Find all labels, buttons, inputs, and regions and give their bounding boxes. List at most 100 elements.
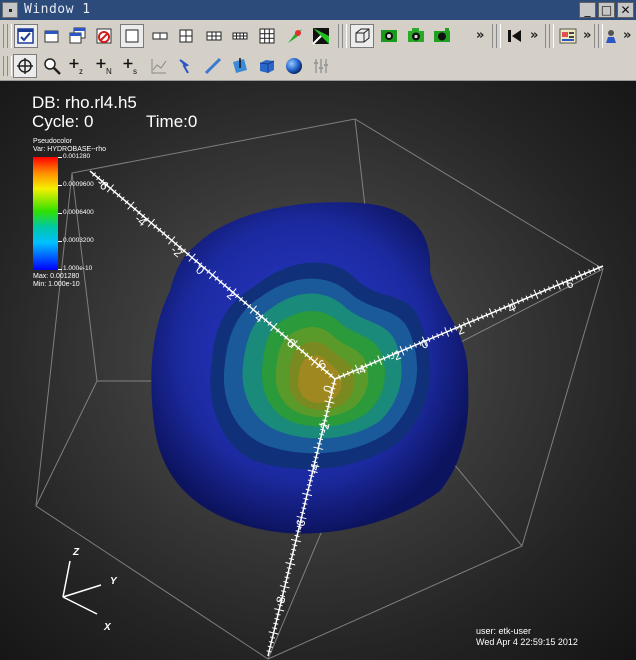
- legend-min: Min: 1.000e-10: [33, 281, 80, 288]
- axis-tick-mark: [266, 650, 272, 653]
- scene-svg: -6 -4 -2 0 2 4 6 6 4 2 0 -2 -4 -6 0 -2 -…: [35, 118, 604, 660]
- axis-tick-mark: [427, 336, 431, 342]
- camera-snapshot-icon[interactable]: [430, 24, 454, 48]
- axis-tick-mark: [521, 297, 525, 303]
- window-titlebar: Window 1 _ □ ✕: [0, 0, 636, 21]
- axis-tick-mark: [313, 446, 324, 450]
- axis-tick-mark: [328, 373, 333, 378]
- axis-tick-mark: [292, 544, 298, 547]
- axis-tick-mark: [284, 576, 290, 579]
- axis-tick-mark: [157, 227, 162, 233]
- camera-recall-icon[interactable]: [377, 24, 401, 48]
- axis-tick-mark: [396, 350, 399, 356]
- axis-tick-mark: [188, 253, 196, 262]
- axis-tick-mark: [324, 410, 330, 413]
- toolbar-overflow-chevron[interactable]: »: [476, 28, 485, 43]
- toolbar-overflow-chevron[interactable]: »: [583, 28, 592, 43]
- axis-tick-mark: [285, 571, 291, 574]
- axis-tick-mark: [312, 461, 318, 464]
- axis-tick-mark: [206, 269, 211, 274]
- zone-pick-icon[interactable]: z: [66, 54, 90, 78]
- axis-tick-mark: [226, 286, 231, 292]
- axis-tick-mark: [274, 617, 280, 621]
- layout-2x2-icon[interactable]: [174, 24, 198, 48]
- axis-tick-label: 2: [455, 322, 467, 338]
- pick-arrow-icon[interactable]: [174, 54, 198, 78]
- axis-tick-mark: [369, 361, 373, 367]
- triad-x-label: X: [104, 622, 111, 633]
- axis-tick-mark: [318, 423, 329, 427]
- plot-list-icon[interactable]: [556, 24, 580, 48]
- pick-icon[interactable]: [283, 24, 307, 48]
- clone-window-icon[interactable]: [66, 24, 90, 48]
- toolbar-grip[interactable]: [342, 24, 347, 48]
- axis-tick-mark: [100, 179, 105, 184]
- toolbar-grip[interactable]: [549, 24, 554, 48]
- zoom-icon[interactable]: [40, 54, 64, 78]
- maximize-button[interactable]: □: [598, 2, 615, 18]
- minimize-button[interactable]: _: [579, 2, 596, 18]
- axis-tick-mark: [243, 300, 248, 305]
- lock-view-icon[interactable]: [599, 24, 623, 48]
- axis-tick-mark: [338, 374, 341, 380]
- axis-tick-mark: [305, 488, 311, 491]
- layout-3x3-icon[interactable]: [255, 24, 279, 48]
- camera-save-icon[interactable]: [404, 24, 428, 48]
- active-window-icon[interactable]: [14, 24, 38, 48]
- node-pick-icon[interactable]: N: [93, 54, 117, 78]
- axis-tick-mark: [301, 507, 307, 510]
- toolbar-grip[interactable]: [7, 56, 12, 76]
- axis-tick-mark: [317, 437, 324, 441]
- axis-tick-mark: [325, 405, 331, 408]
- axis-tick-mark: [597, 265, 600, 271]
- navigate-icon[interactable]: [13, 54, 37, 78]
- layout-1x2-icon[interactable]: [148, 24, 172, 48]
- date-label: Wed Apr 4 22:59:15 2012: [476, 637, 578, 647]
- axis-tick-mark: [552, 284, 556, 290]
- box-tool-icon[interactable]: [255, 54, 279, 78]
- sphere-tool-icon[interactable]: [282, 54, 306, 78]
- animation-back-icon[interactable]: [503, 24, 527, 48]
- close-button[interactable]: ✕: [617, 2, 634, 18]
- delete-window-icon[interactable]: [92, 24, 116, 48]
- toolbar-grip[interactable]: [598, 24, 603, 48]
- toolbar-overflow-chevron[interactable]: »: [530, 28, 539, 43]
- axis-tick-mark: [373, 359, 377, 365]
- window-menu-button[interactable]: [2, 2, 18, 18]
- layout-2x3-icon[interactable]: [202, 24, 226, 48]
- axis-tick-mark: [302, 502, 308, 505]
- axis-tick-mark: [488, 308, 494, 318]
- lineout-tool-icon[interactable]: [201, 54, 225, 78]
- time-label: Time:0: [146, 112, 198, 131]
- axis-tick-mark: [547, 286, 551, 292]
- layout-2x4-icon[interactable]: [228, 24, 252, 48]
- axis-tick-mark: [570, 276, 574, 282]
- axis-tick-mark: [194, 258, 199, 264]
- axis-tick-mark: [290, 538, 301, 543]
- toolbar-grip[interactable]: [7, 24, 12, 48]
- lineout-icon[interactable]: [309, 24, 333, 48]
- axis-tick-mark: [141, 213, 146, 219]
- axis-tick-mark: [382, 355, 386, 361]
- axis-tick-mark: [421, 336, 427, 347]
- axis-tick-mark: [588, 269, 592, 275]
- toolbar-grip[interactable]: [496, 24, 501, 48]
- layout-1x1-icon[interactable]: [120, 24, 144, 48]
- spreadsheet-pick-icon[interactable]: s: [120, 54, 144, 78]
- toolbar-overflow-chevron[interactable]: »: [623, 28, 632, 43]
- axis-tick-mark: [511, 298, 517, 309]
- render-viewport[interactable]: -6 -4 -2 0 2 4 6 6 4 2 0 -2 -4 -6 0 -2 -…: [0, 81, 636, 660]
- axis-tick-label: -2: [168, 243, 185, 261]
- axis-tick-mark: [229, 288, 237, 297]
- axis-tick-mark: [202, 265, 207, 271]
- plane-tool-icon[interactable]: [228, 54, 252, 78]
- curve-pick-icon[interactable]: [147, 54, 171, 78]
- view-3d-icon[interactable]: [350, 24, 374, 48]
- axis-triad: [62, 560, 102, 615]
- axis-tick-label: -8: [272, 595, 288, 609]
- axis-tick-mark: [281, 590, 287, 593]
- legend-tick-label: 1.000e-10: [63, 265, 93, 272]
- point-tool-icon[interactable]: [309, 54, 333, 78]
- axis-tick-mark: [472, 318, 475, 324]
- add-window-icon[interactable]: [40, 24, 64, 48]
